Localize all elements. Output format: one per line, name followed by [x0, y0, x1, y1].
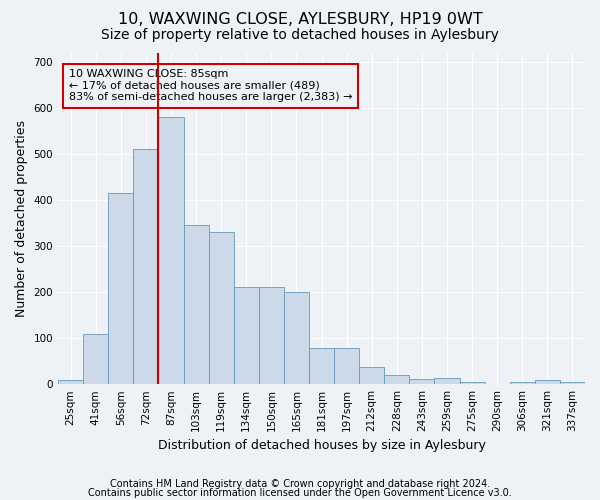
Bar — [510, 382, 535, 384]
Text: 10, WAXWING CLOSE, AYLESBURY, HP19 0WT: 10, WAXWING CLOSE, AYLESBURY, HP19 0WT — [118, 12, 482, 28]
Bar — [384, 375, 409, 384]
Bar — [284, 292, 309, 384]
Bar — [359, 367, 384, 384]
Bar — [133, 149, 158, 384]
Bar — [58, 380, 83, 384]
Bar — [83, 334, 108, 384]
Bar — [309, 348, 334, 384]
Text: 10 WAXWING CLOSE: 85sqm
← 17% of detached houses are smaller (489)
83% of semi-d: 10 WAXWING CLOSE: 85sqm ← 17% of detache… — [68, 69, 352, 102]
Text: Contains public sector information licensed under the Open Government Licence v3: Contains public sector information licen… — [88, 488, 512, 498]
Bar — [535, 380, 560, 384]
Bar — [233, 288, 259, 384]
Bar — [108, 193, 133, 384]
Text: Contains HM Land Registry data © Crown copyright and database right 2024.: Contains HM Land Registry data © Crown c… — [110, 479, 490, 489]
Bar — [434, 378, 460, 384]
Bar — [259, 288, 284, 384]
Bar — [158, 117, 184, 384]
Text: Size of property relative to detached houses in Aylesbury: Size of property relative to detached ho… — [101, 28, 499, 42]
Bar — [560, 382, 585, 384]
Y-axis label: Number of detached properties: Number of detached properties — [15, 120, 28, 317]
Bar — [209, 232, 233, 384]
X-axis label: Distribution of detached houses by size in Aylesbury: Distribution of detached houses by size … — [158, 440, 485, 452]
Bar — [409, 378, 434, 384]
Bar — [184, 226, 209, 384]
Bar — [334, 348, 359, 384]
Bar — [460, 382, 485, 384]
